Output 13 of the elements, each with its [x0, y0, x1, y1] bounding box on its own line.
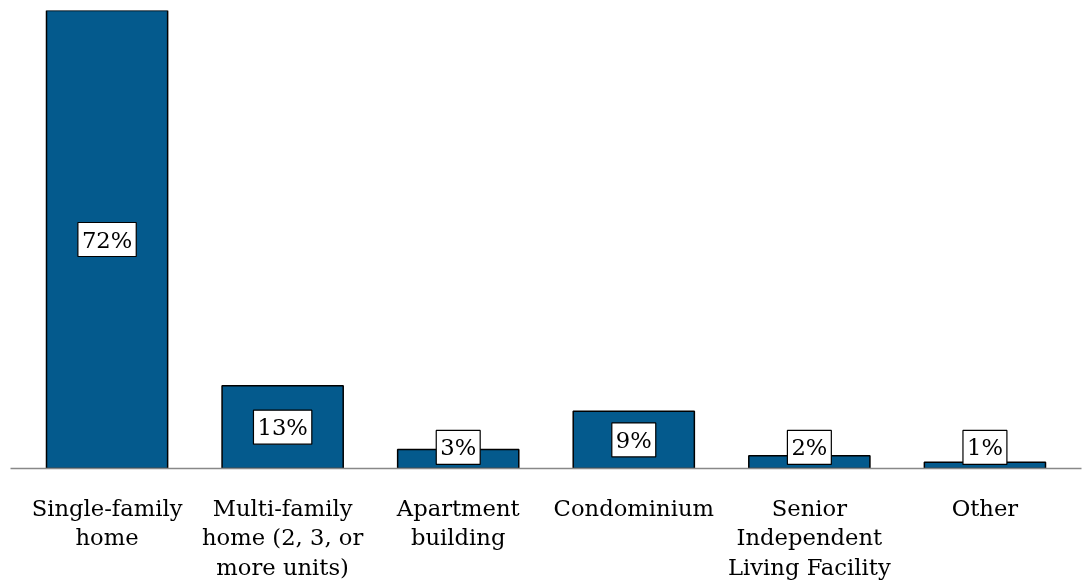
data-label: 2%	[791, 434, 828, 461]
bar	[45, 10, 169, 469]
data-label: 72%	[81, 226, 133, 253]
data-label: 1%	[966, 434, 1003, 461]
data-label: 9%	[615, 426, 652, 453]
x-tick-label: Multi-family home (2, 3, or more units)	[202, 494, 364, 581]
x-tick-label: Condominium	[553, 494, 714, 521]
data-label: 3%	[440, 434, 477, 461]
x-tick-label: Senior Independent Living Facility	[728, 494, 891, 581]
data-label: 13%	[257, 414, 308, 441]
x-tick-label: Apartment building	[395, 494, 520, 551]
x-tick-label: Single-family home	[31, 494, 183, 551]
x-tick-label: Other	[951, 494, 1019, 521]
